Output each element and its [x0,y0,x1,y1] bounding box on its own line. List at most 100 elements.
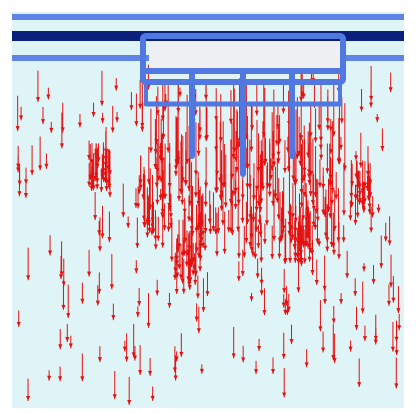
arrow-head [129,105,134,111]
arrow-head [135,312,140,318]
arrow-head [302,175,307,181]
arrow-head [304,232,309,238]
arrow-head [146,322,151,328]
arrow-head [322,285,327,291]
arrow-head [360,308,365,314]
arrow-head [19,115,24,121]
arrow-head [277,253,282,259]
arrow-head [154,182,159,188]
arrow-head [290,213,295,219]
arrow-head [240,271,245,277]
arrow-head [257,346,262,352]
arrow-head [38,165,43,171]
velocity-arrows [15,64,402,405]
arrow-head [179,189,184,195]
arrow-head [93,215,98,221]
arrow-head [325,125,330,131]
arrow-head [232,147,237,153]
arrow-head [315,216,320,222]
arrow-head [95,300,100,306]
arrow-head [115,117,120,123]
arrow-head [135,243,140,249]
arrow-head [26,275,31,281]
arrow-head [286,166,291,172]
arrow-head [276,214,281,220]
arrow-head [233,203,238,209]
arrow-head [350,181,355,187]
arrow-head [331,242,336,248]
arrow-head [142,222,147,228]
arrow-head [199,368,204,374]
arrow-head [355,194,360,200]
arrow-head [173,375,178,381]
arrow-head [99,100,104,106]
arrow-head [281,108,286,114]
arrow-head [254,185,259,191]
arrow-head [99,187,104,193]
arrow-head [349,202,354,208]
arrow-head [336,237,341,243]
arrow-head [307,256,312,262]
arrow-head [253,253,258,259]
arrow-head [177,91,182,97]
arrow-head [172,274,177,280]
arrow-head [394,350,399,356]
arrow-head [317,124,322,130]
arrow-head [389,282,394,288]
arrow-head [236,276,241,282]
arrow-head [221,182,226,188]
arrow-head [48,250,53,256]
arrow-head [396,308,401,314]
arrow-head [371,279,376,285]
arrow-head [259,290,264,296]
arrow-head [154,139,159,145]
arrow-head [341,210,346,216]
arrow-head [348,346,353,352]
arrow-head [307,243,312,249]
arrow-head [58,376,63,382]
arrow-head [188,277,193,283]
arrow-head [148,147,153,153]
arrow-head [367,203,372,209]
arrow-head [148,204,153,210]
arrow-head [383,236,388,242]
arrow-head [249,146,254,152]
arrow-head [332,358,337,364]
arrow-head [160,115,165,121]
arrow-head [183,237,188,243]
arrow-head [90,172,95,178]
arrow-head [254,110,259,116]
arrow-head [219,193,224,199]
arrow-head [321,209,326,215]
arrow-head [271,369,276,375]
arrow-head [194,316,199,322]
arrow-head [26,395,31,401]
arrow-head [180,177,185,183]
structure-frame [140,33,346,177]
arrow-head [370,212,375,218]
arrow-head [394,383,399,389]
arrow-head [35,97,40,103]
arrow-head [249,296,254,302]
arrow-head [229,200,234,206]
arrow-head [24,179,29,185]
arrow-head [201,242,206,248]
arrow-head [247,183,252,189]
arrow-head [153,244,158,250]
arrow-head [162,225,167,231]
arrow-head [148,370,153,376]
arrow-head [367,209,372,215]
arrow-head [180,199,185,205]
arrow-head [176,195,181,201]
arrow-head [91,111,96,117]
arrow-head [358,162,363,168]
arrow-head [331,318,336,324]
arrow-head [198,255,203,261]
arrow-head [191,270,196,276]
arrow-head [186,216,191,222]
arrow-head [307,173,312,179]
arrow-head [358,198,363,204]
arrow-head [124,356,129,362]
arrow-head [222,248,227,254]
